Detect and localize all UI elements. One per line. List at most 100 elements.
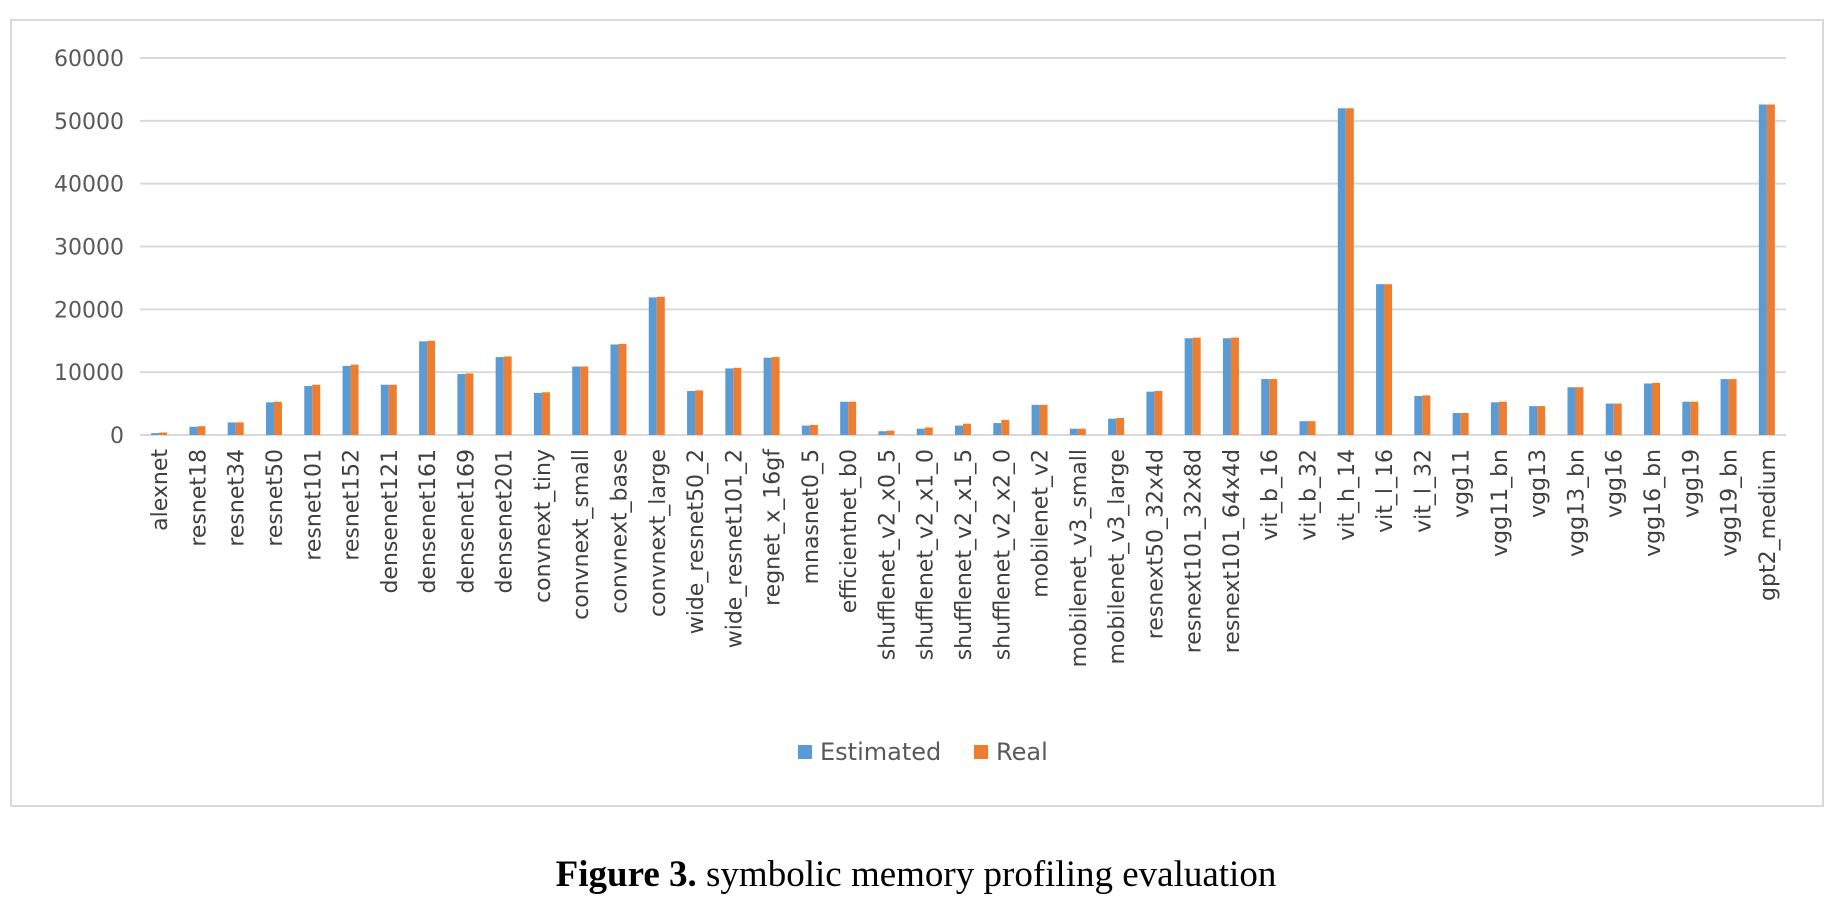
bar-estimated-gpt2_medium: [1758, 104, 1767, 435]
x-tick-label: densenet201: [493, 449, 518, 594]
x-tick-label: vgg13: [1526, 449, 1551, 518]
bar-real-resnext50_32x4d: [1154, 391, 1163, 435]
bar-real-densenet121: [388, 384, 397, 435]
bar-real-vgg13_bn: [1575, 387, 1584, 435]
y-tick-label: 0: [110, 424, 124, 449]
bar-real-alexnet: [159, 432, 168, 435]
x-tick-label: alexnet: [148, 449, 173, 531]
bar-estimated-resnet50: [265, 402, 274, 435]
x-tick-label: convnext_tiny: [531, 449, 556, 603]
figure-caption-label: Figure 3.: [555, 854, 697, 895]
bar-real-shufflenet_v2_x2_0: [1001, 419, 1010, 435]
legend-swatch-estimated: [798, 745, 812, 759]
bar-real-mobilenet_v2: [1039, 404, 1048, 435]
bar-real-resnet152: [350, 364, 359, 435]
x-tick-label: resnext101_64x4d: [1220, 449, 1245, 653]
figure-caption-text: symbolic memory profiling evaluation: [696, 854, 1277, 895]
x-tick-label: vgg13_bn: [1564, 449, 1589, 557]
bar-real-vgg11: [1460, 413, 1469, 435]
x-tick-label: shufflenet_v2_x1_0: [914, 449, 939, 660]
bar-real-densenet161: [427, 340, 436, 435]
bar-real-gpt2_medium: [1766, 104, 1775, 435]
bar-estimated-regnet_x_16gf: [763, 357, 772, 435]
bar-estimated-wide_resnet101_2: [725, 368, 734, 435]
x-tick-label: vgg16: [1603, 449, 1628, 518]
bar-estimated-shufflenet_v2_x1_5: [955, 425, 963, 435]
y-tick-label: 50000: [54, 110, 124, 135]
x-tick-label: vit_l_32: [1411, 449, 1436, 533]
x-tick-label: efficientnet_b0: [837, 449, 862, 613]
bar-real-convnext_tiny: [541, 392, 550, 435]
bar-estimated-vit_l_32: [1414, 396, 1423, 435]
bar-estimated-resnet34: [227, 422, 236, 435]
legend: Estimated Real: [798, 738, 1048, 766]
x-tick-label: shufflenet_v2_x1_5: [952, 449, 977, 660]
x-tick-label: vit_l_16: [1373, 449, 1398, 533]
bar-estimated-convnext_tiny: [533, 392, 542, 435]
x-tick-label: resnext50_32x4d: [1143, 449, 1168, 639]
bar-estimated-densenet169: [457, 374, 466, 435]
chart-frame: 0 10000 20000 30000 40000 50000 60000 alexnet r…: [10, 19, 1824, 807]
bar-estimated-vit_h_14: [1337, 108, 1346, 436]
bar-real-resnet34: [235, 422, 244, 435]
x-tick-label: resnet152: [340, 449, 365, 561]
bar-real-densenet201: [503, 356, 512, 435]
bar-estimated-mnasnet0_5: [801, 425, 810, 435]
bar-real-resnext101_32x8d: [1192, 337, 1201, 435]
bar-real-vgg19_bn: [1728, 379, 1737, 435]
bar-real-shufflenet_v2_x1_5: [963, 423, 971, 435]
bar-estimated-vit_b_16: [1261, 379, 1270, 435]
y-tick-label: 40000: [54, 173, 124, 198]
y-tick-label: 30000: [54, 236, 124, 261]
bars: [151, 104, 1775, 436]
x-tick-label: resnet34: [225, 449, 250, 547]
x-tick-label: convnext_large: [646, 449, 671, 617]
x-tick-label: vgg11_bn: [1488, 449, 1513, 557]
bar-estimated-convnext_base: [610, 344, 619, 435]
bar-estimated-mobilenet_v3_small: [1069, 428, 1078, 435]
bar-estimated-shufflenet_v2_x1_0: [916, 428, 925, 435]
bar-real-wide_resnet50_2: [695, 390, 704, 435]
bar-estimated-wide_resnet50_2: [687, 391, 696, 435]
x-tick-label: resnext101_32x8d: [1182, 449, 1207, 653]
x-tick-label: convnext_base: [607, 449, 632, 614]
x-tick-label: vgg19_bn: [1718, 449, 1743, 557]
bar-estimated-vgg13: [1529, 406, 1538, 435]
x-tick-label: mobilenet_v2: [1029, 449, 1054, 598]
x-tick-label: vit_b_32: [1297, 449, 1322, 541]
bar-real-mobilenet_v3_small: [1077, 428, 1086, 435]
x-tick-label: mnasnet0_5: [799, 449, 824, 584]
legend-label-real: Real: [996, 738, 1048, 766]
bar-real-densenet169: [465, 373, 474, 435]
bar-estimated-vgg13_bn: [1567, 387, 1576, 435]
bar-real-efficientnet_b0: [848, 401, 857, 435]
bar-estimated-vgg19: [1682, 401, 1691, 435]
x-axis-category-labels: alexnet resnet18 resnet34 resnet50 resnet101…: [148, 448, 1781, 668]
bar-estimated-mobilenet_v3_large: [1108, 418, 1117, 435]
grid-lines: [140, 57, 1786, 436]
x-tick-label: resnet101: [301, 449, 326, 561]
bar-real-convnext_base: [618, 343, 627, 435]
bar-estimated-vit_l_16: [1376, 284, 1385, 435]
bar-real-vit_l_32: [1422, 395, 1431, 435]
x-tick-label: vgg19: [1679, 449, 1704, 518]
bar-estimated-resnext101_64x4d: [1222, 338, 1231, 435]
bar-estimated-resnet101: [304, 385, 313, 435]
bar-real-regnet_x_16gf: [771, 357, 780, 435]
x-tick-label: regnet_x_16gf: [761, 448, 786, 606]
bar-real-shufflenet_v2_x1_0: [924, 427, 933, 435]
x-tick-label: densenet161: [416, 449, 441, 594]
bar-real-vgg16_bn: [1652, 382, 1661, 435]
x-tick-label: resnet50: [263, 449, 288, 547]
legend-swatch-real: [974, 745, 988, 759]
x-tick-label: vit_h_14: [1335, 449, 1360, 541]
legend-label-estimated: Estimated: [820, 738, 941, 766]
bar-real-mobilenet_v3_large: [1116, 418, 1125, 435]
y-axis-ticks: 0 10000 20000 30000 40000 50000 60000: [54, 47, 124, 449]
x-tick-label: densenet169: [454, 449, 479, 594]
x-tick-label: resnet18: [186, 449, 211, 547]
bar-estimated-alexnet: [151, 433, 160, 435]
bar-estimated-convnext_large: [648, 297, 657, 435]
y-tick-label: 10000: [54, 361, 124, 386]
bar-estimated-vgg16: [1605, 403, 1614, 435]
